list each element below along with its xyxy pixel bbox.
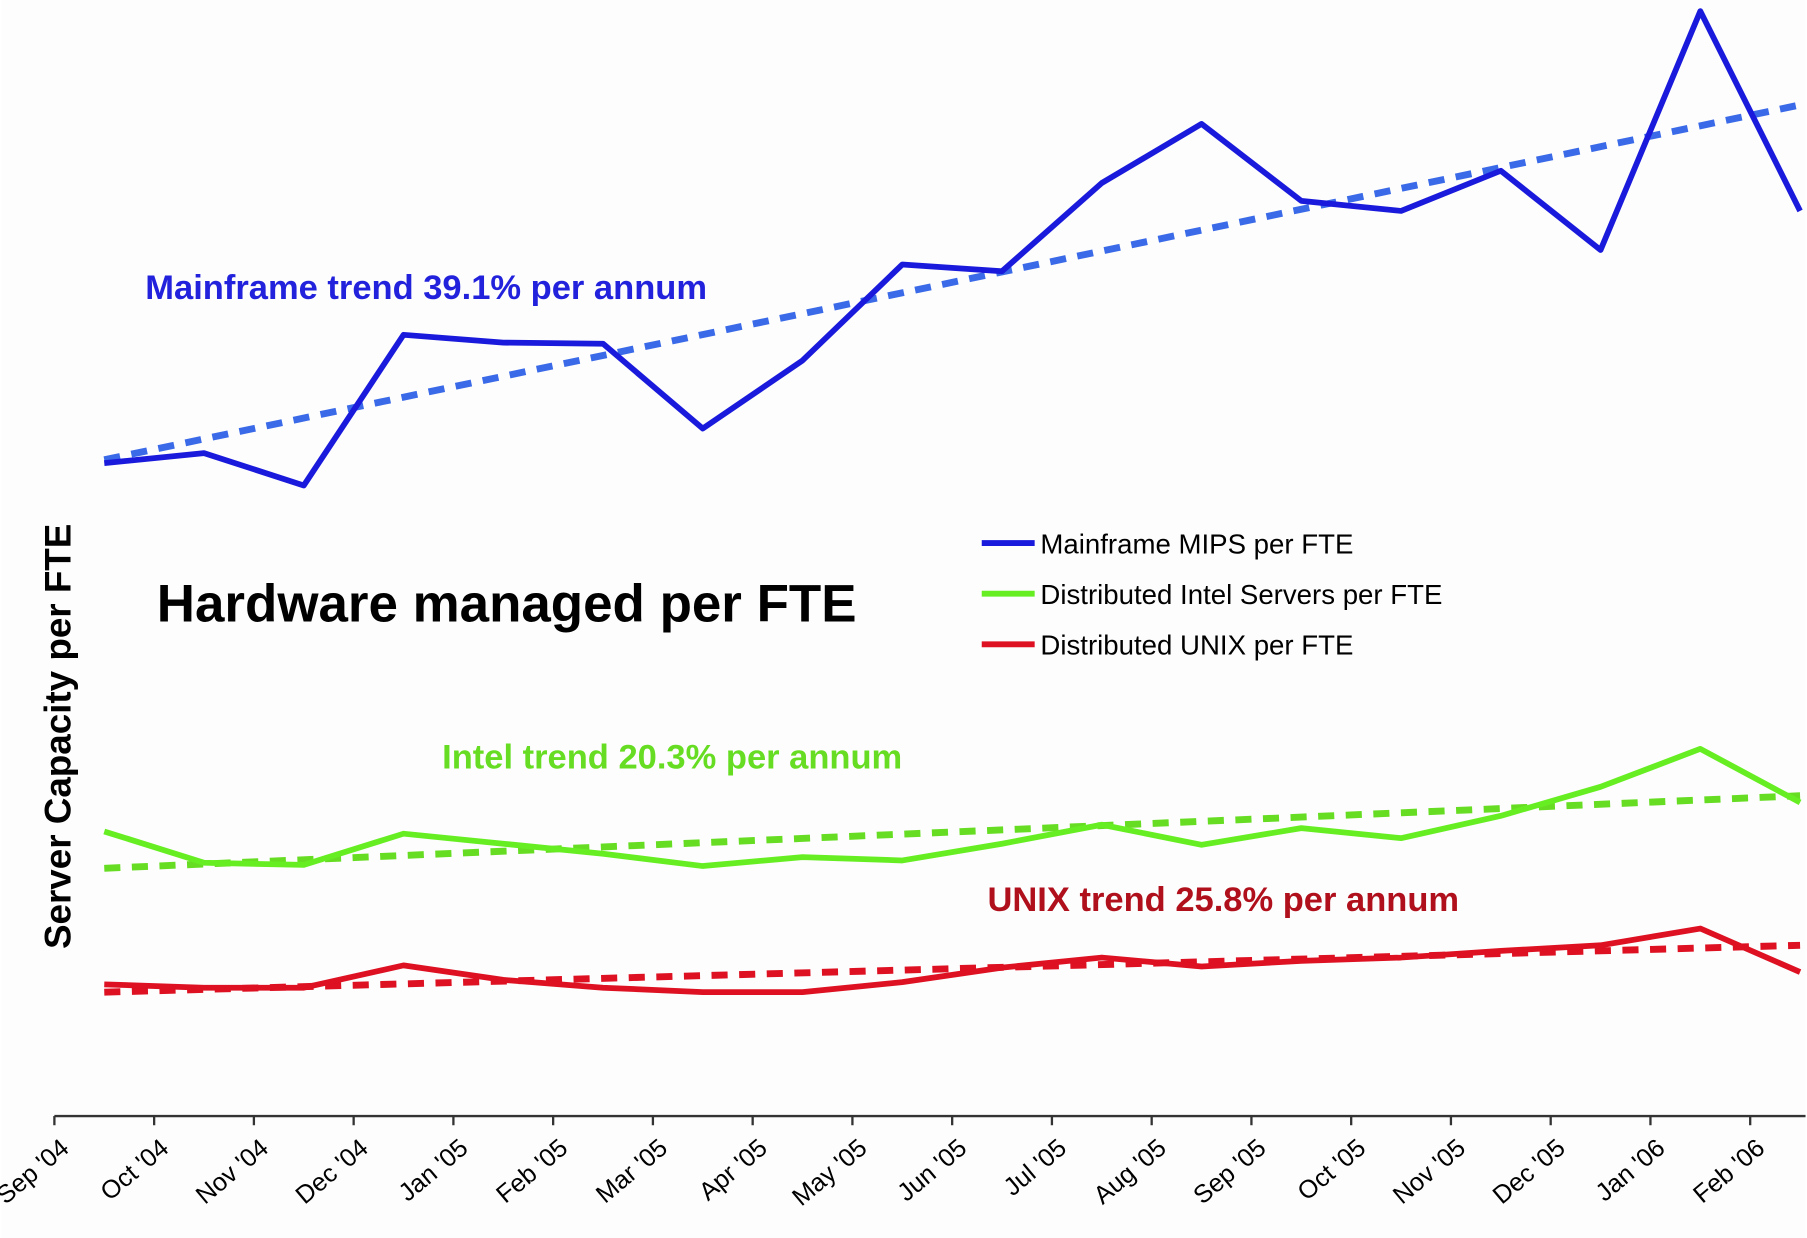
chart-title: Hardware managed per FTE xyxy=(157,574,857,633)
annotation: Mainframe trend 39.1% per annum xyxy=(145,269,707,307)
annotation: Intel trend 20.3% per annum xyxy=(442,739,902,777)
series-line xyxy=(104,925,1802,996)
trend-line xyxy=(103,101,1801,464)
y-axis-label: Server Capacity per FTE xyxy=(37,524,78,949)
trend-line xyxy=(104,941,1801,996)
legend-label: Mainframe MIPS per FTE xyxy=(1040,528,1353,559)
legend-label: Distributed Intel Servers per FTE xyxy=(1040,579,1442,610)
series-line xyxy=(103,745,1802,869)
series-line xyxy=(103,8,1803,489)
annotation: UNIX trend 25.8% per annum xyxy=(987,881,1459,919)
legend-label: Distributed UNIX per FTE xyxy=(1040,630,1353,661)
trend-line xyxy=(104,792,1801,872)
